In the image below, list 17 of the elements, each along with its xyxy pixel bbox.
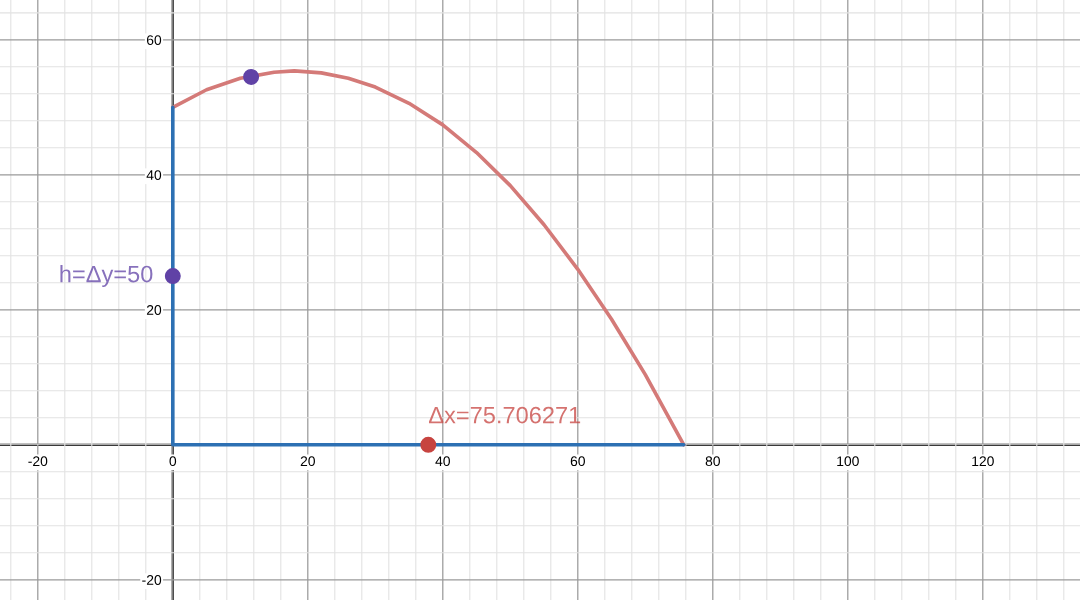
y-tick-label: -20 xyxy=(142,575,162,585)
annotation: Δx=75.706271 xyxy=(428,406,581,424)
annotation: h=Δy=50 xyxy=(60,265,153,288)
y-tick-label: 40 xyxy=(146,170,162,180)
point xyxy=(164,268,181,285)
x-tick-label: -20 xyxy=(28,456,48,467)
point xyxy=(243,68,260,85)
y-tick-label: 60 xyxy=(146,35,162,45)
x-tick-label: 40 xyxy=(435,456,450,467)
x-tick-label: 100 xyxy=(837,456,859,467)
x-tick-label: 60 xyxy=(570,456,585,467)
x-tick-label: 20 xyxy=(300,456,315,467)
x-tick-label: 0 xyxy=(169,456,177,467)
y-tick-label: 20 xyxy=(146,305,162,315)
point xyxy=(420,436,437,453)
x-tick-label: 120 xyxy=(972,456,994,467)
x-tick-label: 80 xyxy=(705,456,720,467)
